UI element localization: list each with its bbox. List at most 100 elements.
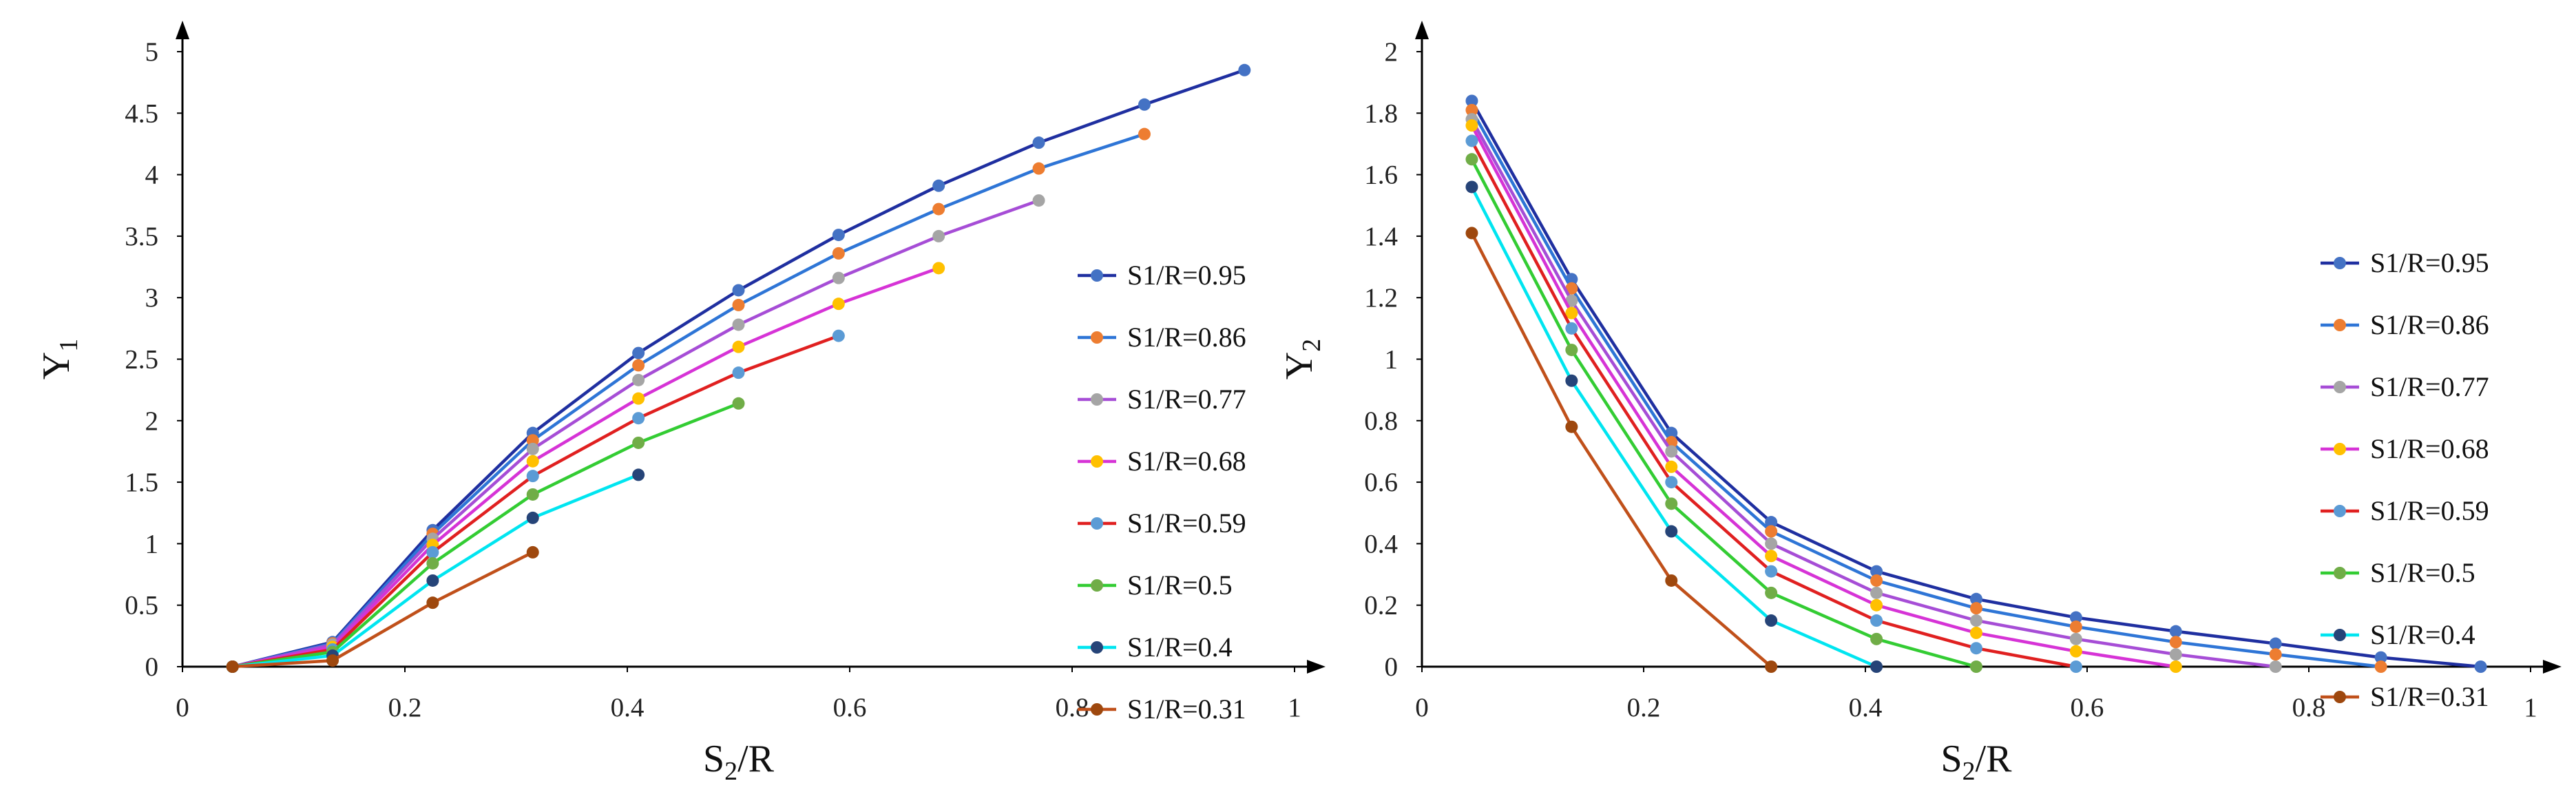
y-axis-title-main: Y [35, 352, 78, 379]
data-point [1565, 306, 1578, 320]
legend-item: S1/R=0.68 [1078, 446, 1246, 477]
y-tick-label: 0.2 [1364, 591, 1398, 621]
y-axis-title-main: Y [1278, 352, 1321, 379]
data-point [1870, 660, 1883, 673]
legend-item: S1/R=0.95 [2321, 247, 2489, 278]
legend-marker [1091, 579, 1103, 592]
series-S1/R=0.31 [1465, 227, 1778, 673]
legend-marker [2334, 443, 2346, 455]
data-point [1032, 162, 1045, 175]
y-tick-label: 0.8 [1364, 406, 1398, 436]
series-S1/R=0.77 [1465, 113, 2282, 673]
y-tick-label: 3.5 [125, 222, 158, 251]
legend-marker [2334, 691, 2346, 703]
legend-marker [2334, 319, 2346, 331]
data-point [732, 284, 745, 297]
data-point [1970, 626, 1982, 639]
x-axis-title: S2/R [703, 738, 775, 786]
data-point [1565, 282, 1578, 295]
chart-y1: 00.511.522.533.544.550 0.2 0.4 0.6 0.8 1S2/RY… [35, 21, 1326, 786]
data-point [2269, 648, 2282, 661]
legend-item: S1/R=0.86 [2321, 309, 2489, 340]
legend-marker [1091, 269, 1103, 282]
data-point [1565, 322, 1578, 335]
data-point [1565, 294, 1578, 307]
legend-item: S1/R=0.86 [1078, 322, 1246, 353]
data-point [526, 455, 539, 468]
data-point [1765, 660, 1778, 673]
y-axis-title: Y2 [1278, 339, 1326, 379]
data-point [1970, 660, 1982, 673]
data-point [1665, 574, 1678, 587]
legend-marker [2334, 629, 2346, 641]
data-point [1465, 180, 1478, 194]
data-point [526, 442, 539, 455]
data-point [2474, 660, 2487, 673]
data-point [1465, 103, 1478, 116]
data-point [526, 511, 539, 524]
legend-item: S1/R=0.5 [2321, 557, 2475, 588]
data-point [2269, 637, 2282, 650]
data-point [1665, 445, 1678, 458]
data-point [1032, 194, 1045, 207]
legend-label: S1/R=0.95 [1127, 260, 1246, 291]
data-point [526, 545, 539, 559]
data-point [632, 373, 645, 386]
data-point [1138, 127, 1151, 140]
legend-item: S1/R=0.5 [1078, 570, 1233, 601]
x-tick-label: 0.6 [2071, 693, 2104, 722]
legend-label: S1/R=0.77 [1127, 384, 1246, 415]
legend-label: S1/R=0.68 [2370, 433, 2489, 464]
legend-label: S1/R=0.59 [2370, 495, 2489, 526]
y-axis-title-sub: 1 [54, 339, 83, 352]
x-axis-arrow [2543, 660, 2562, 674]
x-axis-title-tail: /R [737, 738, 775, 780]
legend-label: S1/R=0.4 [1127, 632, 1233, 663]
series-S1/R=0.31 [226, 545, 539, 673]
y-tick-label: 1 [145, 529, 159, 559]
data-point [632, 359, 645, 372]
x-axis-title: S2/R [1940, 738, 2012, 786]
legend-item: S1/R=0.77 [2321, 371, 2489, 402]
y-tick-label: 1.8 [1364, 98, 1398, 128]
x-tick-label: 1 [1288, 693, 1301, 722]
data-point [932, 202, 945, 216]
data-point [1665, 525, 1678, 538]
x-axis-title-main: S [1940, 738, 1962, 780]
x-tick-label: 0.2 [388, 693, 422, 722]
data-point [1465, 94, 1478, 107]
data-point [426, 596, 439, 610]
y-tick-label: 1 [1385, 345, 1399, 375]
data-point [1765, 565, 1778, 578]
legend-item: S1/R=0.59 [1078, 508, 1246, 539]
y-tick-label: 2 [145, 406, 159, 436]
series-S1/R=0.86 [1465, 103, 2387, 673]
legend-item: S1/R=0.59 [2321, 495, 2489, 526]
data-point [1765, 614, 1778, 627]
y-tick-label: 4.5 [125, 98, 158, 128]
x-axis-title-tail: /R [1976, 738, 2013, 780]
data-point [1565, 420, 1578, 433]
series-line [232, 550, 534, 669]
data-point [932, 229, 945, 242]
legend-marker [1091, 393, 1103, 406]
legend-label: S1/R=0.31 [2370, 681, 2489, 712]
data-point [1765, 586, 1778, 599]
data-point [632, 436, 645, 449]
data-point [732, 340, 745, 353]
series-line [1470, 125, 2177, 669]
legend-item: S1/R=0.31 [2321, 681, 2489, 712]
data-point [1465, 134, 1478, 147]
y-tick-label: 0.6 [1364, 468, 1398, 497]
series-S1/R=0.95 [1465, 94, 2487, 673]
data-point [2169, 625, 2182, 638]
data-point [2374, 660, 2387, 673]
data-point [1238, 63, 1251, 76]
data-point [1870, 598, 1883, 612]
y-axis-arrow [176, 21, 189, 39]
data-point [2269, 660, 2282, 673]
data-point [632, 412, 645, 425]
chart-y2: 0 0.2 0.4 0.6 0.8 1 1.2 1.4 1.6 1.8 2 0 0.2 0.4 0.6 0.8… [1278, 21, 2562, 786]
series-line [1470, 158, 1977, 669]
